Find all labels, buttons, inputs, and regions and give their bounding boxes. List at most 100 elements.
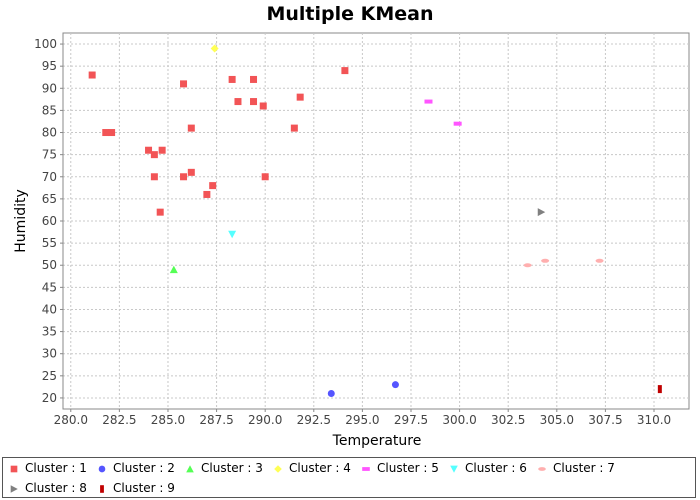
legend-item-cluster-3: Cluster : 3 [185, 460, 263, 476]
y-tick-label: 75 [42, 148, 57, 162]
y-tick-label: 45 [42, 280, 57, 294]
legend-item-cluster-1: Cluster : 1 [9, 460, 87, 476]
y-tick-label: 20 [42, 391, 57, 405]
legend-marker-shape [362, 466, 370, 471]
x-tick-label: 302.5 [491, 413, 525, 427]
legend-marker-shape [98, 465, 106, 472]
data-point-cluster-1 [234, 98, 242, 106]
x-axis-label: Temperature [332, 433, 422, 449]
x-tick-label: 300.0 [442, 413, 476, 427]
scatter-chart: Multiple KMean 280.0 282.5 285.0 287.5 290.0… [13, 3, 690, 449]
data-point-cluster-1 [228, 75, 236, 83]
data-point-cluster-5 [453, 121, 462, 126]
data-point-cluster-1 [156, 208, 164, 216]
x-tick-label: 310.0 [637, 413, 671, 427]
data-point-cluster-7 [541, 258, 550, 263]
data-point-cluster-1 [250, 98, 258, 106]
y-tick-label: 70 [42, 170, 57, 184]
chart-title: Multiple KMean [266, 3, 433, 25]
legend-marker-shape [10, 484, 18, 493]
legend-label: Cluster : 9 [113, 481, 175, 495]
y-tick-label: 90 [42, 81, 57, 95]
legend-label: Cluster : 7 [553, 461, 615, 475]
data-point-cluster-1 [145, 146, 153, 154]
data-point-cluster-1 [187, 124, 195, 132]
legend-label: Cluster : 5 [377, 461, 439, 475]
legend-item-cluster-8: Cluster : 8 [9, 480, 87, 496]
x-tick-label: 305.0 [540, 413, 574, 427]
legend-marker-icon [10, 484, 18, 493]
y-tick-label: 85 [42, 103, 57, 117]
data-point-cluster-1 [259, 102, 267, 110]
legend-item-cluster-5: Cluster : 5 [361, 460, 439, 476]
legend-marker-icon [538, 466, 546, 471]
data-points [88, 44, 662, 398]
legend-label: Cluster : 3 [201, 461, 263, 475]
data-point-cluster-1 [150, 151, 158, 159]
data-point-cluster-1 [261, 173, 269, 181]
x-tick-label: 287.5 [199, 413, 233, 427]
x-tick-label: 292.5 [297, 413, 331, 427]
legend-marker-icon [362, 466, 370, 471]
legend-label: Cluster : 2 [113, 461, 175, 475]
legend-marker-shape [538, 466, 546, 471]
data-point-cluster-1 [180, 173, 188, 181]
data-point-cluster-1 [250, 75, 258, 83]
y-tick-label: 95 [42, 59, 57, 73]
data-point-cluster-4 [210, 44, 219, 53]
data-point-cluster-7 [523, 263, 532, 268]
data-point-cluster-1 [180, 80, 188, 88]
data-point-cluster-2 [327, 390, 335, 398]
x-tick-label: 290.0 [248, 413, 282, 427]
legend-marker-shape [450, 465, 458, 473]
legend-label: Cluster : 4 [289, 461, 351, 475]
x-tick-label: 295.0 [345, 413, 379, 427]
data-point-cluster-1 [88, 71, 96, 79]
data-point-cluster-1 [108, 129, 116, 137]
legend: Cluster : 1 Cluster : 2 Cluster : 3 Cluster… [2, 457, 696, 498]
legend-marker-icon [274, 464, 282, 473]
data-point-cluster-5 [424, 99, 433, 104]
legend-item-cluster-6: Cluster : 6 [449, 460, 527, 476]
legend-marker-icon [186, 464, 194, 472]
legend-marker-shape [274, 464, 282, 473]
x-tick-label: 307.5 [588, 413, 622, 427]
y-tick-label: 60 [42, 214, 57, 228]
legend-item-cluster-7: Cluster : 7 [537, 460, 615, 476]
legend-marker-shape [100, 484, 104, 493]
x-tick-label: 282.5 [102, 413, 136, 427]
data-point-cluster-1 [203, 190, 211, 198]
grid-lines [63, 33, 689, 409]
x-ticks: 280.0 282.5 285.0 287.5 290.0 292.5 295.0 297.5… [54, 409, 671, 427]
legend-marker-icon [100, 484, 104, 493]
data-point-cluster-1 [102, 129, 110, 137]
data-point-cluster-1 [341, 67, 349, 75]
legend-label: Cluster : 6 [465, 461, 527, 475]
y-tick-label: 65 [42, 192, 57, 206]
data-point-cluster-6 [228, 230, 237, 239]
legend-label: Cluster : 8 [25, 481, 87, 495]
legend-marker-icon [10, 465, 18, 472]
y-axis-label: Humidity [13, 189, 29, 252]
legend-label: Cluster : 1 [25, 461, 87, 475]
y-tick-label: 30 [42, 347, 57, 361]
legend-item-cluster-2: Cluster : 2 [97, 460, 175, 476]
y-tick-label: 35 [42, 325, 57, 339]
legend-marker-icon [450, 465, 458, 473]
y-tick-label: 80 [42, 126, 57, 140]
data-point-cluster-1 [150, 173, 158, 181]
data-point-cluster-7 [595, 258, 604, 263]
data-point-cluster-1 [158, 146, 166, 154]
data-point-cluster-1 [296, 93, 304, 101]
legend-item-cluster-9: Cluster : 9 [97, 480, 175, 496]
legend-marker-shape [10, 465, 18, 472]
data-point-cluster-9 [657, 385, 662, 394]
legend-marker-icon [98, 465, 106, 472]
data-point-cluster-1 [209, 182, 217, 190]
data-point-cluster-1 [290, 124, 298, 132]
x-tick-label: 280.0 [54, 413, 88, 427]
y-ticks: 20 25 30 35 40 45 50 55 60 65 70 75 80 85 90 95 100 [34, 37, 63, 405]
y-tick-label: 100 [34, 37, 57, 51]
data-point-cluster-8 [537, 208, 546, 217]
legend-item-cluster-4: Cluster : 4 [273, 460, 351, 476]
